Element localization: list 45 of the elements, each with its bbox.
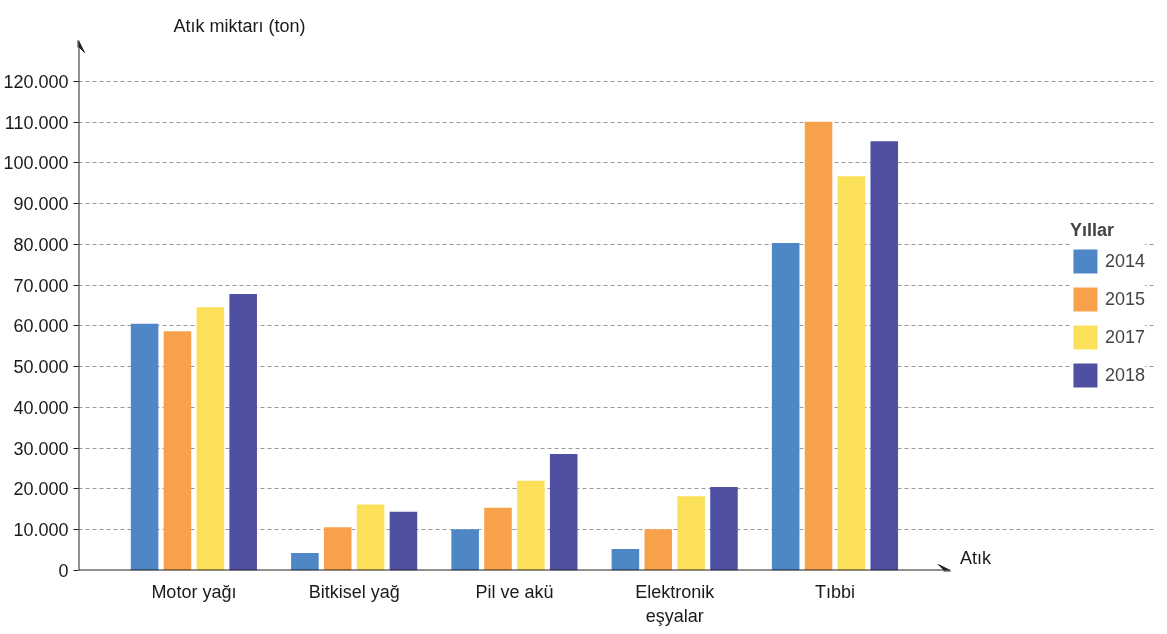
bar [163,331,192,571]
y-tick-label: 60.000 [13,316,69,337]
bar [291,552,319,571]
legend-label: 2018 [1104,364,1145,386]
bar [677,496,705,571]
bar [837,176,866,571]
bar [196,307,225,571]
bar [323,527,352,571]
x-tick-label: Pil ve akü [475,581,554,602]
bar [804,121,833,571]
y-tick-label: 20.000 [13,479,69,500]
bar [229,294,257,571]
bar [549,453,578,571]
y-tick-label: 80.000 [13,234,69,255]
legend-label: 2017 [1104,326,1145,348]
y-tick-label: 10.000 [13,520,69,541]
bar [130,323,159,571]
y-tick-label: 100.000 [3,153,69,174]
bar [611,548,640,571]
bar [389,511,418,571]
bar [710,486,738,571]
legend-label: 2015 [1104,288,1145,310]
y-axis-title: Atık miktarı (ton) [173,15,306,36]
x-tick-label: Bitkisel yağ [308,581,400,602]
x-axis-title: Atık [959,547,992,568]
x-tick-label: Motor yağı [151,581,237,602]
bar [484,507,512,571]
bar [644,529,673,571]
y-tick-label: 120.000 [3,71,69,92]
y-tick-label: 0 [58,561,69,581]
x-tick-label: Elektronik eşyalar [635,581,716,626]
y-tick-label: 90.000 [13,194,69,215]
bar [356,504,385,571]
y-tick-label: 30.000 [13,438,69,459]
x-tick-label: Tıbbi [814,581,855,602]
y-tick-label: 70.000 [13,275,69,296]
y-tick-label: 50.000 [13,357,69,378]
bar [451,529,479,571]
bar [771,243,800,571]
legend-label: 2014 [1104,250,1145,272]
y-tick-label: 40.000 [13,397,69,418]
y-tick-label: 110.000 [4,112,69,133]
bar [870,141,899,571]
legend-title: Yıllar [1069,220,1115,241]
bar [517,480,545,571]
